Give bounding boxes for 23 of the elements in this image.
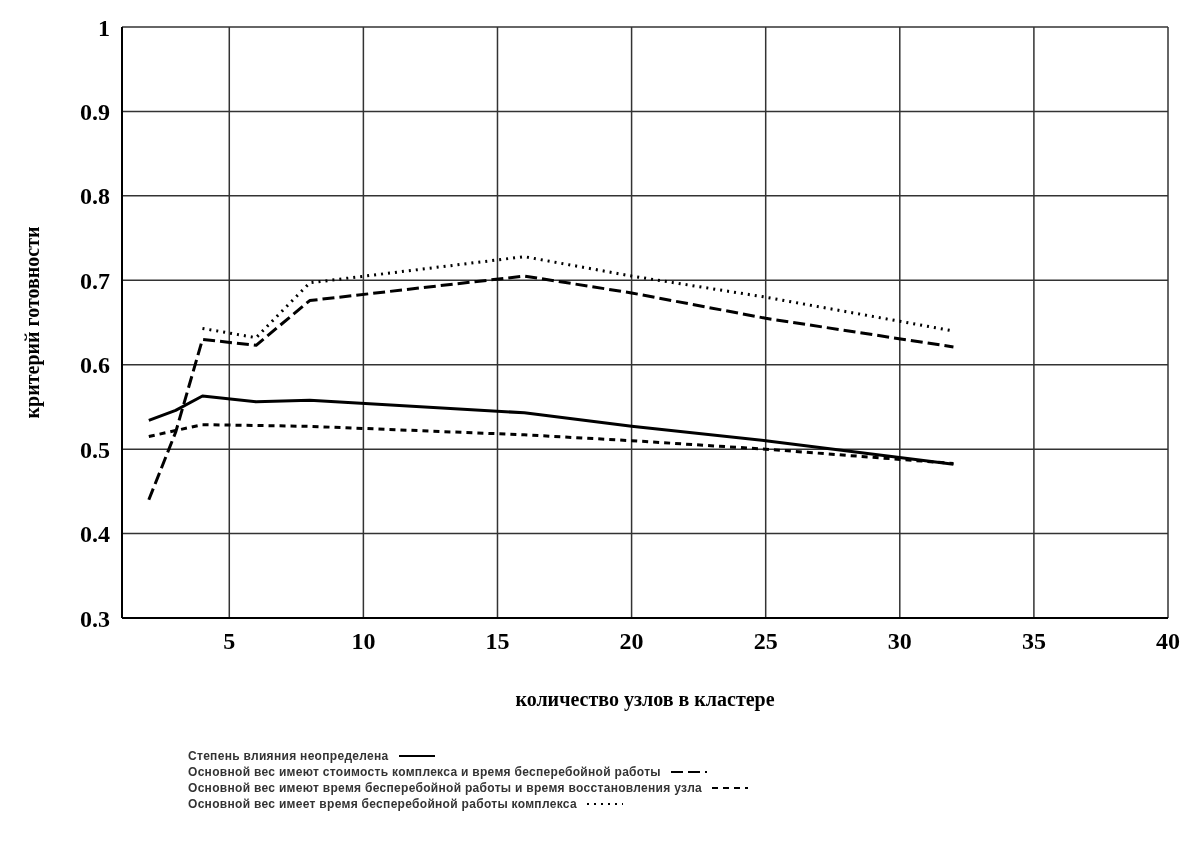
legend-label: Основной вес имеют стоимость комплекса и время бесперебойной работы — [188, 764, 661, 780]
y-tick-label: 0.3 — [80, 605, 110, 632]
x-tick-label: 35 — [1021, 628, 1046, 655]
x-tick-label: 25 — [753, 628, 778, 655]
legend-label: Основной вес имеют время бесперебойной работы и время восстановления узла — [188, 780, 703, 796]
y-axis-title: критерий готовности — [21, 226, 45, 419]
y-tick-label: 0.5 — [80, 436, 110, 463]
legend-label: Степень влияния неопределена — [188, 748, 389, 764]
x-tick-label: 30 — [887, 628, 912, 655]
y-tick-label: 0.8 — [80, 183, 110, 210]
y-tick-label: 0.4 — [80, 521, 110, 548]
line-series — [147, 274, 955, 502]
x-axis-title: количество узлов в кластере — [515, 688, 775, 711]
x-tick-label: 40 — [1156, 628, 1180, 655]
x-tick-label: 10 — [351, 628, 376, 655]
y-tick-label: 1 — [98, 14, 110, 41]
x-tick-label: 20 — [619, 628, 644, 655]
x-tick-label: 5 — [223, 628, 236, 655]
x-tick-label: 15 — [485, 628, 510, 655]
legend-label: Основной вес имеет время бесперебойной работы комплекса — [188, 796, 577, 812]
y-tick-label: 0.6 — [80, 352, 110, 379]
y-tick-label: 0.7 — [80, 267, 110, 294]
y-tick-label: 0.9 — [80, 98, 110, 125]
